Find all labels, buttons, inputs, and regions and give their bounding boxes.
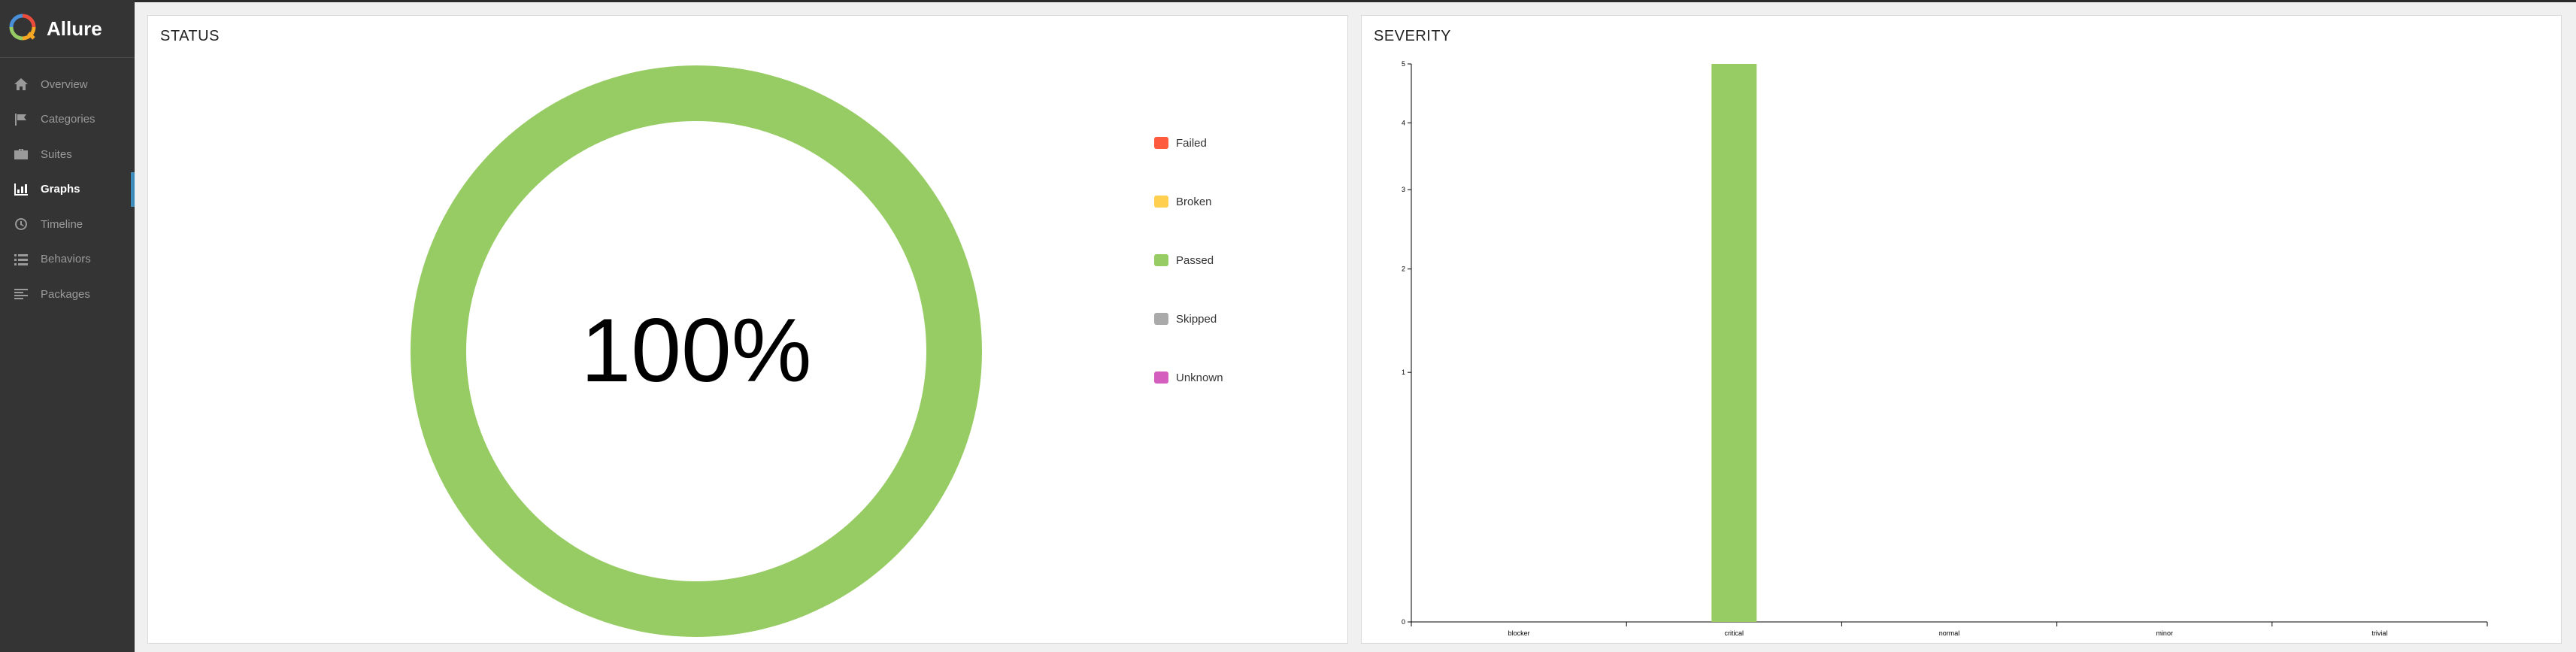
sidebar-item-categories[interactable]: Categories xyxy=(0,102,135,138)
sidebar-item-label: Behaviors xyxy=(41,253,91,266)
y-tick-label: 5 xyxy=(1402,60,1405,68)
y-tick-label: 4 xyxy=(1402,119,1405,126)
sidebar-item-overview[interactable]: Overview xyxy=(0,67,135,102)
severity-widget: SEVERITY 0 1 2 3 4 5 blocker critical normal mino… xyxy=(1361,15,2562,644)
bar-chart-icon xyxy=(14,182,32,197)
top-border xyxy=(0,0,2576,2)
legend-label: Failed xyxy=(1176,136,1207,150)
sidebar-item-suites[interactable]: Suites xyxy=(0,137,135,172)
status-widget: STATUS 100% Failed Broken Passed Skipped… xyxy=(147,15,1348,644)
sidebar-item-label: Overview xyxy=(41,77,88,91)
align-left-icon xyxy=(14,287,32,302)
sidebar-item-behaviors[interactable]: Behaviors xyxy=(0,242,135,277)
x-tick-label: minor xyxy=(2156,629,2173,637)
y-tick-label: 3 xyxy=(1402,186,1405,193)
legend-swatch xyxy=(1154,196,1168,208)
list-icon xyxy=(14,252,32,267)
sidebar-item-label: Suites xyxy=(41,147,72,161)
x-tick-label: trivial xyxy=(2371,629,2387,637)
sidebar-nav: Overview Categories Suites Graphs Timeli… xyxy=(0,58,135,312)
sidebar-item-graphs[interactable]: Graphs xyxy=(0,171,135,208)
y-tick-label: 1 xyxy=(1402,368,1405,376)
status-legend: Failed Broken Passed Skipped Unknown xyxy=(1154,114,1223,407)
sidebar-item-label: Timeline xyxy=(41,217,83,231)
sidebar-item-packages[interactable]: Packages xyxy=(0,277,135,312)
y-axis: 0 1 2 3 4 5 xyxy=(1402,60,1412,626)
legend-item-broken[interactable]: Broken xyxy=(1154,172,1223,231)
sidebar-item-label: Categories xyxy=(41,113,95,126)
legend-label: Unknown xyxy=(1176,371,1223,384)
legend-label: Skipped xyxy=(1176,312,1217,326)
x-tick-label: critical xyxy=(1725,629,1744,637)
status-donut-chart: 100% xyxy=(410,65,982,637)
legend-label: Passed xyxy=(1176,253,1214,267)
legend-item-unknown[interactable]: Unknown xyxy=(1154,348,1223,407)
bar-critical[interactable] xyxy=(1711,64,1757,622)
flag-icon xyxy=(14,112,32,127)
legend-item-failed[interactable]: Failed xyxy=(1154,114,1223,172)
y-tick-label: 2 xyxy=(1402,265,1405,273)
legend-swatch xyxy=(1154,313,1168,325)
app-name: Allure xyxy=(47,17,102,40)
donut-center-label: 100% xyxy=(581,300,812,401)
legend-label: Broken xyxy=(1176,195,1212,208)
legend-item-passed[interactable]: Passed xyxy=(1154,231,1223,290)
y-tick-label: 0 xyxy=(1402,618,1405,626)
legend-swatch xyxy=(1154,137,1168,149)
legend-swatch xyxy=(1154,371,1168,384)
sidebar-item-label: Packages xyxy=(41,287,90,301)
severity-bar-chart: 0 1 2 3 4 5 blocker critical normal minor trivial xyxy=(1402,60,2488,637)
severity-title: SEVERITY xyxy=(1374,28,1451,44)
sidebar-item-timeline[interactable]: Timeline xyxy=(0,207,135,242)
briefcase-icon xyxy=(14,147,32,162)
allure-logo-icon xyxy=(9,14,36,44)
legend-swatch xyxy=(1154,254,1168,266)
legend-item-skipped[interactable]: Skipped xyxy=(1154,290,1223,348)
brand[interactable]: Allure xyxy=(0,0,135,58)
x-axis: blocker critical normal minor trivial xyxy=(1411,621,2488,637)
sidebar-item-label: Graphs xyxy=(41,183,80,196)
clock-icon xyxy=(14,217,32,232)
x-tick-label: blocker xyxy=(1508,629,1530,637)
status-title: STATUS xyxy=(160,28,220,44)
x-tick-label: normal xyxy=(1939,629,1960,637)
sidebar: Allure Overview Categories Suites Graphs… xyxy=(0,0,135,652)
home-icon xyxy=(14,77,32,92)
